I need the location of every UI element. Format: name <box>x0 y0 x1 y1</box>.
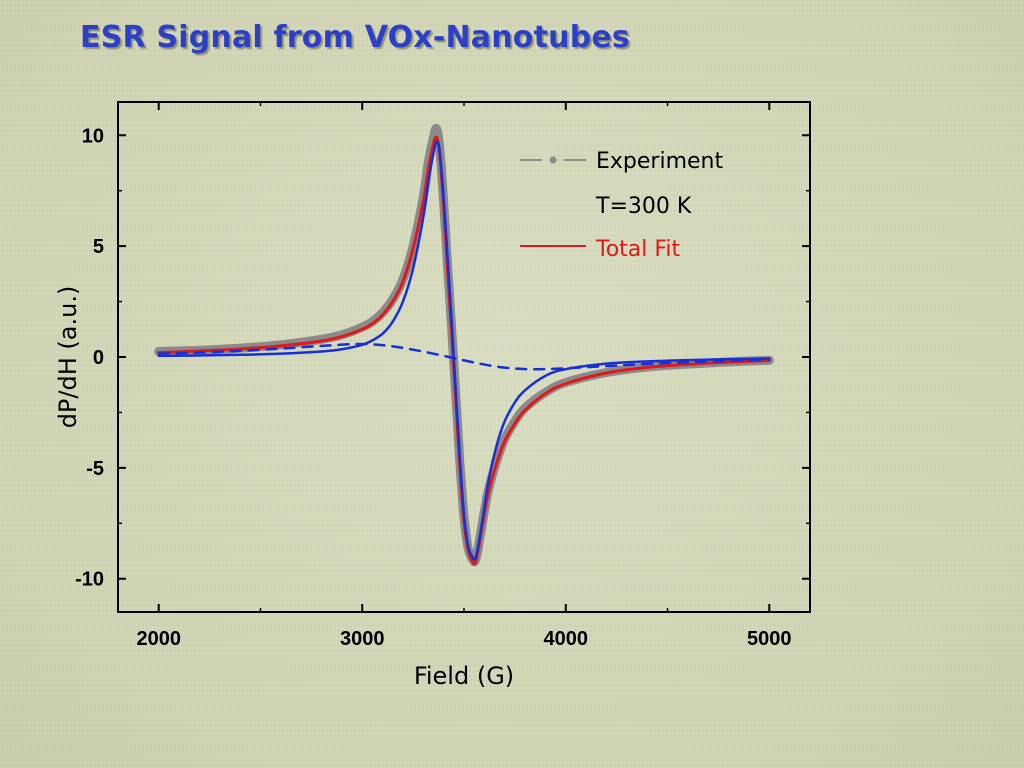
legend-fit-label: Total Fit <box>595 237 681 262</box>
series-layer <box>154 123 774 567</box>
legend: Experiment T=300 K Total Fit <box>520 149 723 262</box>
y-tick-label: -10 <box>75 569 104 591</box>
y-tick-label: 0 <box>93 347 104 369</box>
x-axis-title: Field (G) <box>414 662 514 690</box>
x-tick-label: 5000 <box>747 628 792 650</box>
x-tick-label: 2000 <box>136 628 181 650</box>
series-broad-component <box>157 342 771 371</box>
x-tick-label: 4000 <box>544 628 589 650</box>
legend-temperature-label: T=300 K <box>595 194 692 219</box>
slide-title: ESR Signal from VOx-Nanotubes <box>80 20 630 55</box>
y-tick-label: 10 <box>82 125 104 147</box>
tick-layer: 2000 3000 4000 5000 -10 -5 0 5 10 <box>75 102 810 650</box>
legend-experiment-label: Experiment <box>596 149 723 174</box>
legend-experiment-swatch-dot <box>549 156 557 164</box>
y-tick-label: 5 <box>93 236 104 258</box>
y-tick-label: -5 <box>86 458 104 480</box>
x-tick-label: 3000 <box>340 628 385 650</box>
y-axis-title: dP/dH (a.u.) <box>54 286 82 429</box>
